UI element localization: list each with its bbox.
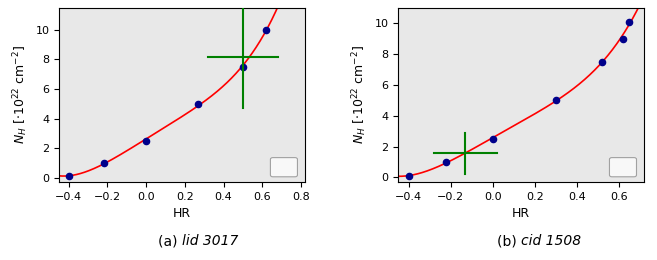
X-axis label: HR: HR <box>173 207 191 220</box>
Point <box>551 98 561 102</box>
Y-axis label: $N_H$ [$\cdot10^{22}$ cm$^{-2}$]: $N_H$ [$\cdot10^{22}$ cm$^{-2}$] <box>350 46 369 144</box>
Point <box>193 102 204 106</box>
Point <box>487 137 498 141</box>
Y-axis label: $N_H$ [$\cdot10^{22}$ cm$^{-2}$]: $N_H$ [$\cdot10^{22}$ cm$^{-2}$] <box>11 46 30 144</box>
Point <box>141 139 152 143</box>
FancyBboxPatch shape <box>610 158 637 177</box>
Point <box>618 37 628 41</box>
Point <box>624 20 635 24</box>
Point <box>442 160 452 164</box>
Point <box>238 65 248 69</box>
Point <box>99 161 109 165</box>
X-axis label: HR: HR <box>512 207 530 220</box>
Text: cid 1508: cid 1508 <box>521 234 581 248</box>
Point <box>261 28 271 32</box>
Text: (a): (a) <box>158 234 182 248</box>
Point <box>403 174 414 178</box>
Point <box>64 174 74 178</box>
Text: lid 3017: lid 3017 <box>182 234 238 248</box>
Point <box>597 60 607 64</box>
Text: (b): (b) <box>497 234 521 248</box>
FancyBboxPatch shape <box>271 158 298 177</box>
